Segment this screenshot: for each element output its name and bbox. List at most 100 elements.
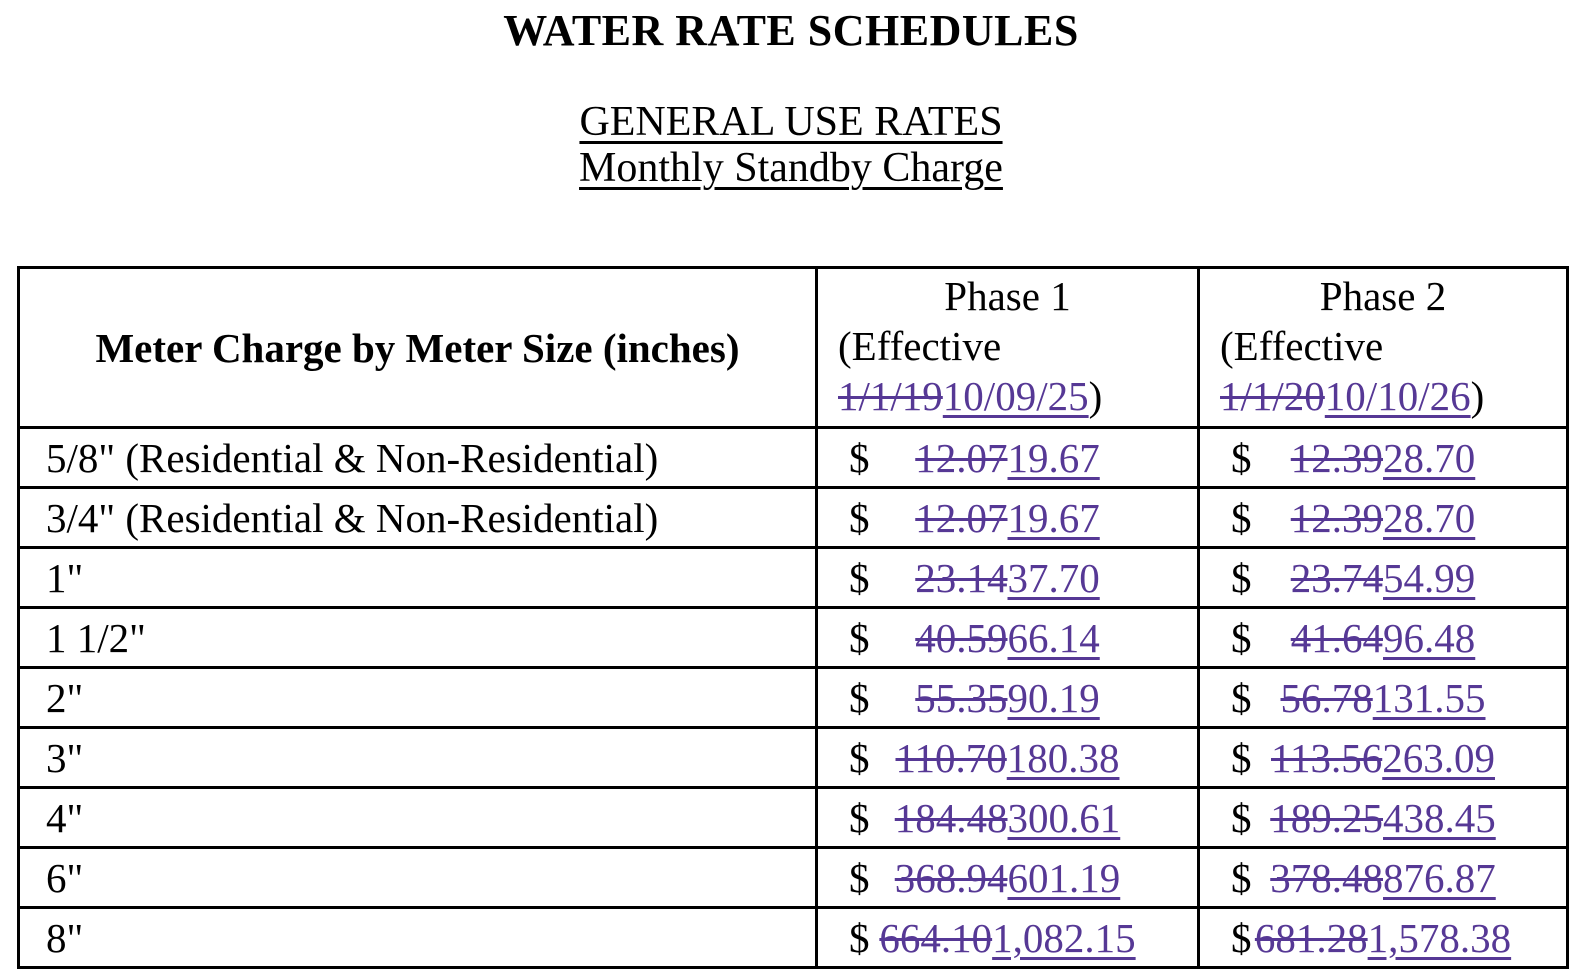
phase2-old-rate: 12.39 [1290,494,1383,541]
phase2-charge-cell: $23.7454.99 [1197,546,1569,609]
table-row: 1" $23.1437.70 $23.7454.99 [17,546,1569,609]
currency-symbol: $ [849,434,870,481]
currency-symbol: $ [1231,794,1252,841]
phase1-old-rate: 12.07 [915,494,1008,541]
phase2-old-rate: 378.48 [1270,854,1383,901]
phase1-charge-cell: $368.94601.19 [815,846,1200,909]
phase1-charge-cell: $23.1437.70 [815,546,1200,609]
rate-table-body: 5/8" (Residential & Non-Residential) $12… [17,426,1569,969]
phase1-effective-label: (Effective [838,323,1002,369]
phase2-old-rate: 41.64 [1290,614,1383,661]
currency-symbol: $ [1231,614,1252,661]
phase2-old-rate: 189.25 [1270,794,1383,841]
phase1-old-rate: 55.35 [915,674,1008,721]
meter-size-label: 3/4" (Residential & Non-Residential) [17,486,818,549]
currency-symbol: $ [1231,854,1252,901]
phase1-new-rate: 1,082.15 [992,914,1136,961]
phase2-old-rate: 681.28 [1254,914,1368,961]
phase2-old-rate: 23.74 [1290,554,1383,601]
phase2-old-rate: 12.39 [1290,434,1383,481]
page-title: WATER RATE SCHEDULES [503,6,1079,55]
meter-size-label: 3" [17,726,818,789]
currency-symbol: $ [849,854,870,901]
table-header-row: Meter Charge by Meter Size (inches) Phas… [17,266,1569,429]
meter-size-column-header: Meter Charge by Meter Size (inches) [17,266,818,429]
phase2-charge-cell: $41.6496.48 [1197,606,1569,669]
currency-symbol: $ [849,734,870,781]
meter-size-label: 6" [17,846,818,909]
currency-symbol: $ [1231,554,1252,601]
phase2-title: Phase 2 [1319,273,1447,319]
currency-symbol: $ [849,674,870,721]
meter-size-label: 1" [17,546,818,609]
meter-size-label: 8" [17,906,818,969]
currency-symbol: $ [849,614,870,661]
phase2-old-rate: 113.56 [1271,734,1383,781]
phase1-close-paren: ) [1088,373,1103,419]
phase1-new-rate: 19.67 [1007,434,1100,481]
meter-size-label: 5/8" (Residential & Non-Residential) [17,426,818,489]
phase1-new-rate: 66.14 [1007,614,1100,661]
phase2-new-rate: 131.55 [1372,674,1486,721]
phase1-old-rate: 110.70 [895,734,1007,781]
phase1-old-rate: 40.59 [915,614,1008,661]
phase1-charge-cell: $664.101,082.15 [815,906,1200,969]
phase1-new-rate: 601.19 [1007,854,1121,901]
phase1-new-rate: 19.67 [1007,494,1100,541]
table-row: 2" $55.3590.19 $56.78131.55 [17,666,1569,729]
phase2-new-rate: 263.09 [1382,734,1495,781]
section-heading-general-use-rates: GENERAL USE RATES [579,99,1003,145]
phase1-old-rate: 664.10 [879,914,993,961]
phase2-effective-dates: 1/1/2010/10/26) [1202,371,1565,421]
meter-size-label: 1 1/2" [17,606,818,669]
meter-size-label: 2" [17,666,818,729]
section-heading-monthly-standby-charge: Monthly Standby Charge [579,145,1003,191]
phase2-new-rate: 96.48 [1383,614,1476,661]
phase2-column-header: Phase 2 (Effective 1/1/2010/10/26) [1197,266,1569,429]
phase1-charge-cell: $40.5966.14 [815,606,1200,669]
currency-symbol: $ [849,794,870,841]
phase1-charge-cell: $55.3590.19 [815,666,1200,729]
currency-symbol: $ [849,554,870,601]
phase2-new-rate: 876.87 [1383,854,1496,901]
phase1-column-header: Phase 1 (Effective 1/1/1910/09/25) [815,266,1200,429]
table-row: 1 1/2" $40.5966.14 $41.6496.48 [17,606,1569,669]
table-row: 6" $368.94601.19 $378.48876.87 [17,846,1569,909]
phase1-new-rate: 180.38 [1006,734,1120,781]
phase1-old-rate: 184.48 [894,794,1008,841]
phase2-charge-cell: $12.3928.70 [1197,426,1569,489]
phase2-old-rate: 56.78 [1280,674,1373,721]
phase1-old-rate: 12.07 [915,434,1008,481]
meter-size-label: 4" [17,786,818,849]
phase1-charge-cell: $184.48300.61 [815,786,1200,849]
table-row: 5/8" (Residential & Non-Residential) $12… [17,426,1569,489]
phase1-new-rate: 90.19 [1007,674,1100,721]
phase1-charge-cell: $12.0719.67 [815,426,1200,489]
phase1-old-rate: 23.14 [915,554,1008,601]
currency-symbol: $ [1231,734,1252,781]
phase2-charge-cell: $681.281,578.38 [1197,906,1569,969]
phase2-charge-cell: $378.48876.87 [1197,846,1569,909]
section-headings: GENERAL USE RATES Monthly Standby Charge [0,99,1582,191]
phase2-old-effective-date: 1/1/20 [1220,373,1325,419]
phase2-new-rate: 1,578.38 [1367,914,1512,961]
phase1-old-effective-date: 1/1/19 [838,373,943,419]
phase2-charge-cell: $189.25438.45 [1197,786,1569,849]
phase2-new-rate: 28.70 [1383,434,1476,481]
phase1-new-effective-date: 10/09/25 [942,373,1089,419]
currency-symbol: $ [1231,434,1252,481]
currency-symbol: $ [1231,674,1252,721]
phase2-new-effective-date: 10/10/26 [1324,373,1471,419]
phase2-charge-cell: $56.78131.55 [1197,666,1569,729]
phase1-new-rate: 300.61 [1007,794,1121,841]
phase1-new-rate: 37.70 [1007,554,1100,601]
phase2-effective-label: (Effective [1220,323,1384,369]
water-rates-table: Meter Charge by Meter Size (inches) Phas… [17,266,1569,969]
phase2-new-rate: 54.99 [1383,554,1476,601]
phase2-charge-cell: $113.56263.09 [1197,726,1569,789]
currency-symbol: $ [849,494,870,541]
phase2-charge-cell: $12.3928.70 [1197,486,1569,549]
phase2-close-paren: ) [1470,373,1485,419]
phase1-old-rate: 368.94 [894,854,1008,901]
